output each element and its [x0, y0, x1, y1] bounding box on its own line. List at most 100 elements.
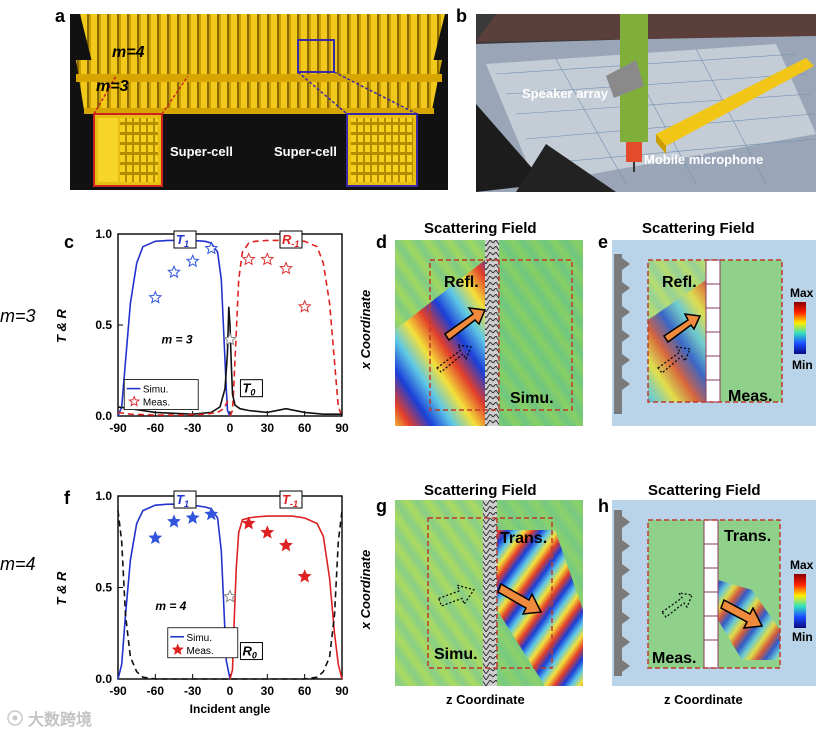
- curve-label-t1: T1: [173, 490, 197, 509]
- measured-point: [185, 254, 200, 268]
- label-supercell-right: Super-cell: [274, 144, 337, 159]
- xlabel-h: z Coordinate: [664, 692, 743, 707]
- legend-meas-marker: [128, 395, 141, 407]
- panel-letter-e: e: [598, 232, 609, 252]
- y-tick-label: 1.0: [95, 489, 112, 503]
- legend-meas-marker: [171, 643, 184, 655]
- measured-point: [223, 332, 237, 346]
- x-tick-label: 30: [261, 421, 275, 435]
- curve-label-t-1: T-1: [279, 490, 303, 509]
- supercell-photo: [76, 14, 445, 187]
- series-line-2: [117, 306, 342, 416]
- curve-label-t1-sub: 1: [184, 499, 189, 509]
- panel-letter-h: h: [598, 496, 609, 516]
- y-axis-label: T & R: [54, 308, 69, 343]
- chart-f: -90 -60 -30 0 30 60 90 0.0 0.5 1.0 T & R Incident a…: [54, 489, 349, 716]
- watermark: 大数跨境: [6, 706, 92, 730]
- measured-point: [223, 589, 237, 603]
- label-m3: m=3: [96, 78, 129, 95]
- curve-label-t1-sub: 1: [184, 239, 189, 249]
- x-tick-label: -30: [184, 684, 202, 698]
- panel-letter-f: f: [64, 488, 70, 508]
- field-d: [395, 240, 583, 426]
- x-tick-label: -30: [184, 421, 202, 435]
- panel-b: [476, 14, 817, 192]
- x-tick-label: 0: [227, 421, 234, 435]
- measured-point: [241, 516, 256, 530]
- field-e: [612, 240, 816, 426]
- legend-meas-label: Meas.: [143, 398, 170, 409]
- annotation-m: m = 3: [162, 333, 193, 347]
- label-simu-g: Simu.: [434, 646, 478, 663]
- title-h: Scattering Field: [648, 482, 761, 499]
- measured-point: [279, 261, 293, 275]
- curve-label-r0-box: [239, 642, 263, 661]
- x-tick-label: 90: [335, 421, 349, 435]
- measured-point: [185, 510, 200, 524]
- ylabel-g: x Coordinate: [358, 549, 374, 630]
- measured-point: [260, 252, 275, 266]
- measured-point: [279, 538, 293, 552]
- measured-point: [204, 241, 219, 255]
- label-meas-e: Meas.: [728, 388, 773, 405]
- x-tick-label: 30: [261, 684, 275, 698]
- panel-a: [70, 14, 448, 190]
- label-simu-d: Simu.: [510, 390, 554, 407]
- field-g: [395, 500, 583, 686]
- x-tick-label: 60: [298, 684, 312, 698]
- colorbar-min-e: Min: [792, 358, 813, 372]
- panel-letter-c: c: [64, 232, 75, 252]
- label-refl-e: Refl.: [662, 274, 697, 291]
- measured-point: [167, 514, 181, 528]
- colorbar-max-h: Max: [790, 558, 814, 572]
- ylabel-d: x Coordinate: [358, 289, 374, 370]
- curve-label-t1-box: [173, 490, 197, 509]
- measured-point: [148, 290, 163, 304]
- label-mobile-microphone: Mobile microphone: [644, 152, 764, 167]
- legend-simu-label: Simu.: [143, 385, 169, 396]
- x-axis-label: Incident angle: [190, 702, 271, 716]
- title-e: Scattering Field: [642, 220, 755, 237]
- panel-letter-a: a: [55, 6, 66, 26]
- curve-label-t1-box: [173, 230, 197, 249]
- chart-c: -90 -60 -30 0 30 60 90 0.0 0.5 1.0 T & R T1 R-1 T0 m =…: [54, 227, 349, 435]
- curve-label-t0-box: [239, 379, 263, 398]
- row-label-m4: m=4: [0, 554, 36, 574]
- measured-point: [260, 525, 275, 539]
- colorbar-max-e: Max: [790, 286, 814, 300]
- curve-label-r-1: R-1: [279, 230, 303, 249]
- measured-point: [148, 530, 163, 544]
- annotation-m: m = 4: [155, 599, 186, 613]
- y-axis-label: T & R: [54, 571, 69, 606]
- label-trans-h: Trans.: [724, 528, 772, 545]
- watermark-logo-icon: [7, 710, 23, 726]
- label-trans-g: Trans.: [500, 530, 548, 547]
- curve-label-r0-sub: 0: [252, 651, 257, 661]
- x-tick-label: -90: [109, 684, 127, 698]
- colorbar-min-h: Min: [792, 630, 813, 644]
- measured-point: [241, 252, 256, 266]
- label-speaker-array: Speaker array: [522, 86, 609, 101]
- measured-point: [297, 569, 312, 583]
- series-line-1: [229, 239, 343, 417]
- curve-label-t1: T1: [173, 230, 197, 249]
- label-meas-h: Meas.: [652, 650, 697, 667]
- row-label-m3: m=3: [0, 306, 36, 326]
- curve-label-t0: T0: [239, 379, 263, 398]
- panel-letter-d: d: [376, 232, 387, 252]
- curve-label-r-1-sub: -1: [291, 239, 299, 249]
- curve-label-t0-sub: 0: [250, 388, 255, 398]
- x-tick-label: -60: [147, 421, 165, 435]
- field-h: [612, 500, 816, 686]
- watermark-text: 大数跨境: [28, 712, 93, 729]
- x-tick-label: 0: [227, 684, 234, 698]
- xlabel-g: z Coordinate: [446, 692, 525, 707]
- curve-label-t-1-sub: -1: [290, 499, 298, 509]
- measured-point: [167, 264, 181, 279]
- y-tick-label: 0.0: [95, 409, 112, 423]
- y-tick-label: 1.0: [95, 227, 112, 241]
- measured-point: [204, 507, 219, 521]
- label-m4: m=4: [112, 44, 145, 61]
- y-tick-label: 0.5: [95, 581, 112, 595]
- series-line-2: [117, 510, 343, 680]
